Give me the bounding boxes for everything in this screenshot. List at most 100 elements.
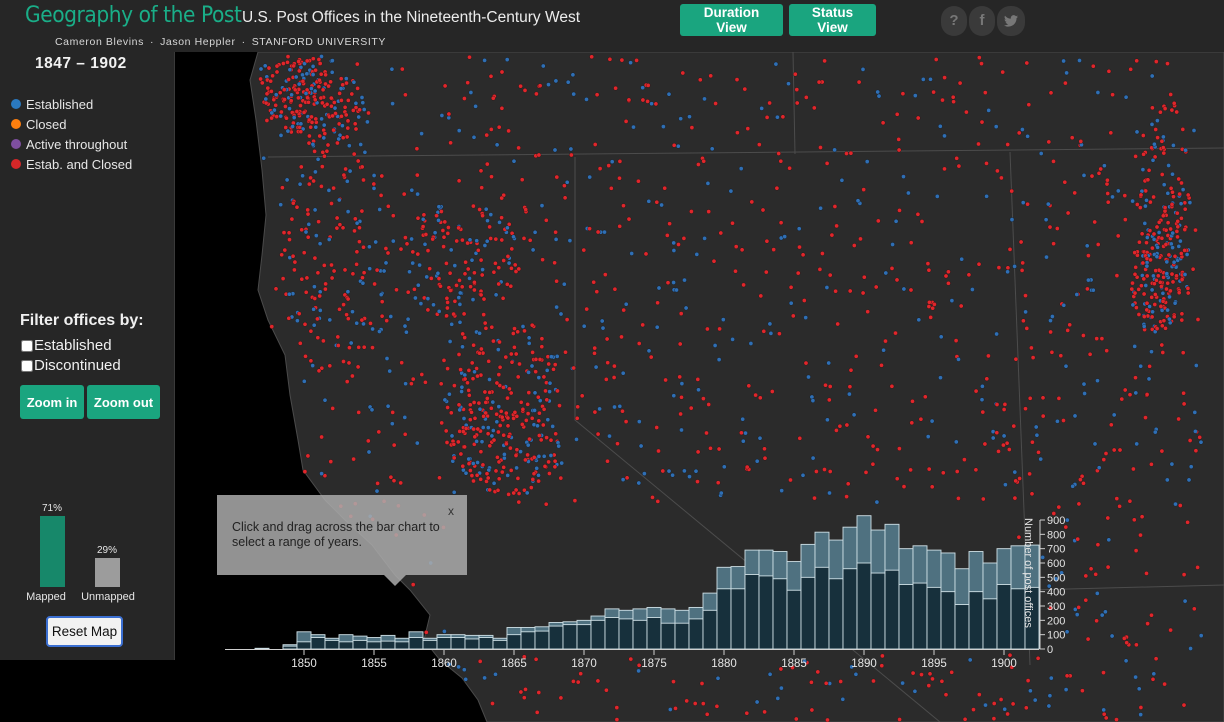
bar-active[interactable] — [968, 591, 984, 650]
post-office-dot-established — [1070, 484, 1075, 489]
bar-active[interactable] — [450, 637, 466, 650]
bar-active[interactable] — [478, 637, 494, 650]
post-office-dot-estab-closed — [384, 318, 389, 323]
bar-active[interactable] — [394, 641, 410, 650]
post-office-dot-estab-closed — [654, 199, 660, 205]
bar-active[interactable] — [702, 609, 718, 650]
bar-active[interactable] — [352, 639, 368, 650]
bar-active[interactable] — [534, 630, 550, 650]
bar-active[interactable] — [730, 588, 746, 650]
bar-active[interactable] — [366, 641, 382, 650]
bar-active[interactable] — [898, 584, 914, 650]
post-office-dot-estab-closed — [313, 116, 319, 122]
post-office-dot-estab-closed — [1151, 194, 1156, 200]
bar-active[interactable] — [520, 631, 536, 650]
bar-active[interactable] — [660, 622, 676, 650]
bar-active[interactable] — [618, 618, 634, 650]
post-office-dot-estab-closed — [524, 418, 529, 423]
post-office-dot-estab-closed — [900, 91, 906, 96]
bar-active[interactable] — [282, 645, 298, 650]
post-office-histogram[interactable]: 1850 1855 1860 1865 1870 1875 1880 1885 1890 1895… — [220, 510, 1080, 680]
post-office-dot-estab-closed — [1040, 413, 1046, 419]
post-office-dot-estab-closed — [516, 145, 521, 151]
bar-active[interactable] — [464, 638, 480, 650]
post-office-dot-estab-closed — [930, 676, 935, 682]
filter-established-checkbox[interactable] — [21, 339, 33, 352]
post-office-dot-estab-closed — [607, 57, 613, 62]
bar-active[interactable] — [828, 578, 844, 650]
zoom-in-button[interactable]: Zoom in — [20, 385, 84, 419]
status-view-button[interactable]: Status View — [789, 4, 876, 36]
post-office-dot-established — [467, 237, 473, 243]
filter-discontinued[interactable]: Discontinued — [20, 357, 121, 374]
post-office-dot-estab-closed — [1181, 702, 1187, 708]
bar-active[interactable] — [786, 589, 802, 650]
tooltip-close-button[interactable]: x — [448, 504, 454, 518]
bar-active[interactable] — [310, 637, 326, 650]
bar-active[interactable] — [646, 617, 662, 650]
post-office-dot-estab-closed — [966, 272, 972, 278]
post-office-dot-established — [1061, 303, 1067, 308]
bar-active[interactable] — [800, 576, 816, 650]
bar-active[interactable] — [996, 584, 1012, 650]
zoom-out-button[interactable]: Zoom out — [87, 385, 160, 419]
bar-active[interactable] — [674, 622, 690, 650]
post-office-dot-estab-closed — [405, 289, 411, 295]
post-office-dot-established — [422, 242, 428, 247]
bar-active[interactable] — [716, 588, 732, 650]
bar-active[interactable] — [856, 562, 872, 650]
post-office-dot-established — [802, 659, 807, 664]
bar-active[interactable] — [380, 640, 396, 650]
bar-active[interactable] — [338, 641, 354, 650]
bar-active[interactable] — [926, 586, 942, 650]
post-office-dot-estab-closed — [458, 451, 464, 457]
bar-active[interactable] — [982, 598, 998, 650]
post-office-dot-estab-closed — [1078, 477, 1083, 482]
bar-active[interactable] — [576, 624, 592, 650]
bar-active[interactable] — [912, 582, 928, 650]
bar-active[interactable] — [814, 566, 830, 650]
filter-discontinued-checkbox[interactable] — [21, 359, 33, 372]
bar-active[interactable] — [422, 639, 438, 650]
help-icon[interactable]: ? — [941, 6, 967, 36]
bar-active[interactable] — [870, 572, 886, 650]
post-office-dot-established — [385, 403, 391, 409]
bar-active[interactable] — [744, 574, 760, 650]
bar-active[interactable] — [632, 619, 648, 650]
post-office-dot-established — [547, 389, 552, 394]
bar-active[interactable] — [758, 575, 774, 650]
post-office-dot-established — [296, 81, 302, 87]
post-office-dot-established — [285, 128, 291, 134]
bar-active[interactable] — [436, 637, 452, 650]
bar-active[interactable] — [506, 634, 522, 650]
bar-active[interactable] — [296, 641, 312, 650]
bar-active[interactable] — [884, 569, 900, 650]
bar-total[interactable] — [254, 647, 270, 650]
bar-active[interactable] — [324, 639, 340, 650]
bar-active[interactable] — [688, 618, 704, 650]
post-office-dot-estab-closed — [910, 670, 916, 676]
bar-active[interactable] — [772, 578, 788, 650]
bar-active[interactable] — [842, 568, 858, 650]
bar-active[interactable] — [492, 639, 508, 650]
site-title[interactable]: Geography of the Post — [25, 3, 242, 28]
twitter-icon[interactable] — [997, 6, 1025, 36]
bar-active[interactable] — [562, 624, 578, 650]
bar-active[interactable] — [940, 591, 956, 650]
reset-map-button[interactable]: Reset Map — [46, 616, 123, 647]
histogram-bars[interactable] — [254, 515, 1040, 650]
bar-active[interactable] — [954, 604, 970, 650]
post-office-dot-established — [471, 461, 476, 466]
x-tick-label: 1860 — [431, 658, 457, 670]
bar-active[interactable] — [604, 617, 620, 650]
post-office-dot-estab-closed — [461, 429, 466, 434]
post-office-dot-estab-closed — [1035, 656, 1041, 661]
post-office-dot-estab-closed — [481, 312, 486, 317]
bar-active[interactable] — [408, 637, 424, 650]
bar-active[interactable] — [548, 625, 564, 650]
bar-active[interactable] — [590, 619, 606, 650]
duration-view-button[interactable]: Duration View — [680, 4, 783, 36]
filter-established[interactable]: Established — [20, 337, 112, 354]
facebook-icon[interactable]: f — [969, 6, 995, 36]
post-office-dot-estab-closed — [827, 469, 833, 474]
